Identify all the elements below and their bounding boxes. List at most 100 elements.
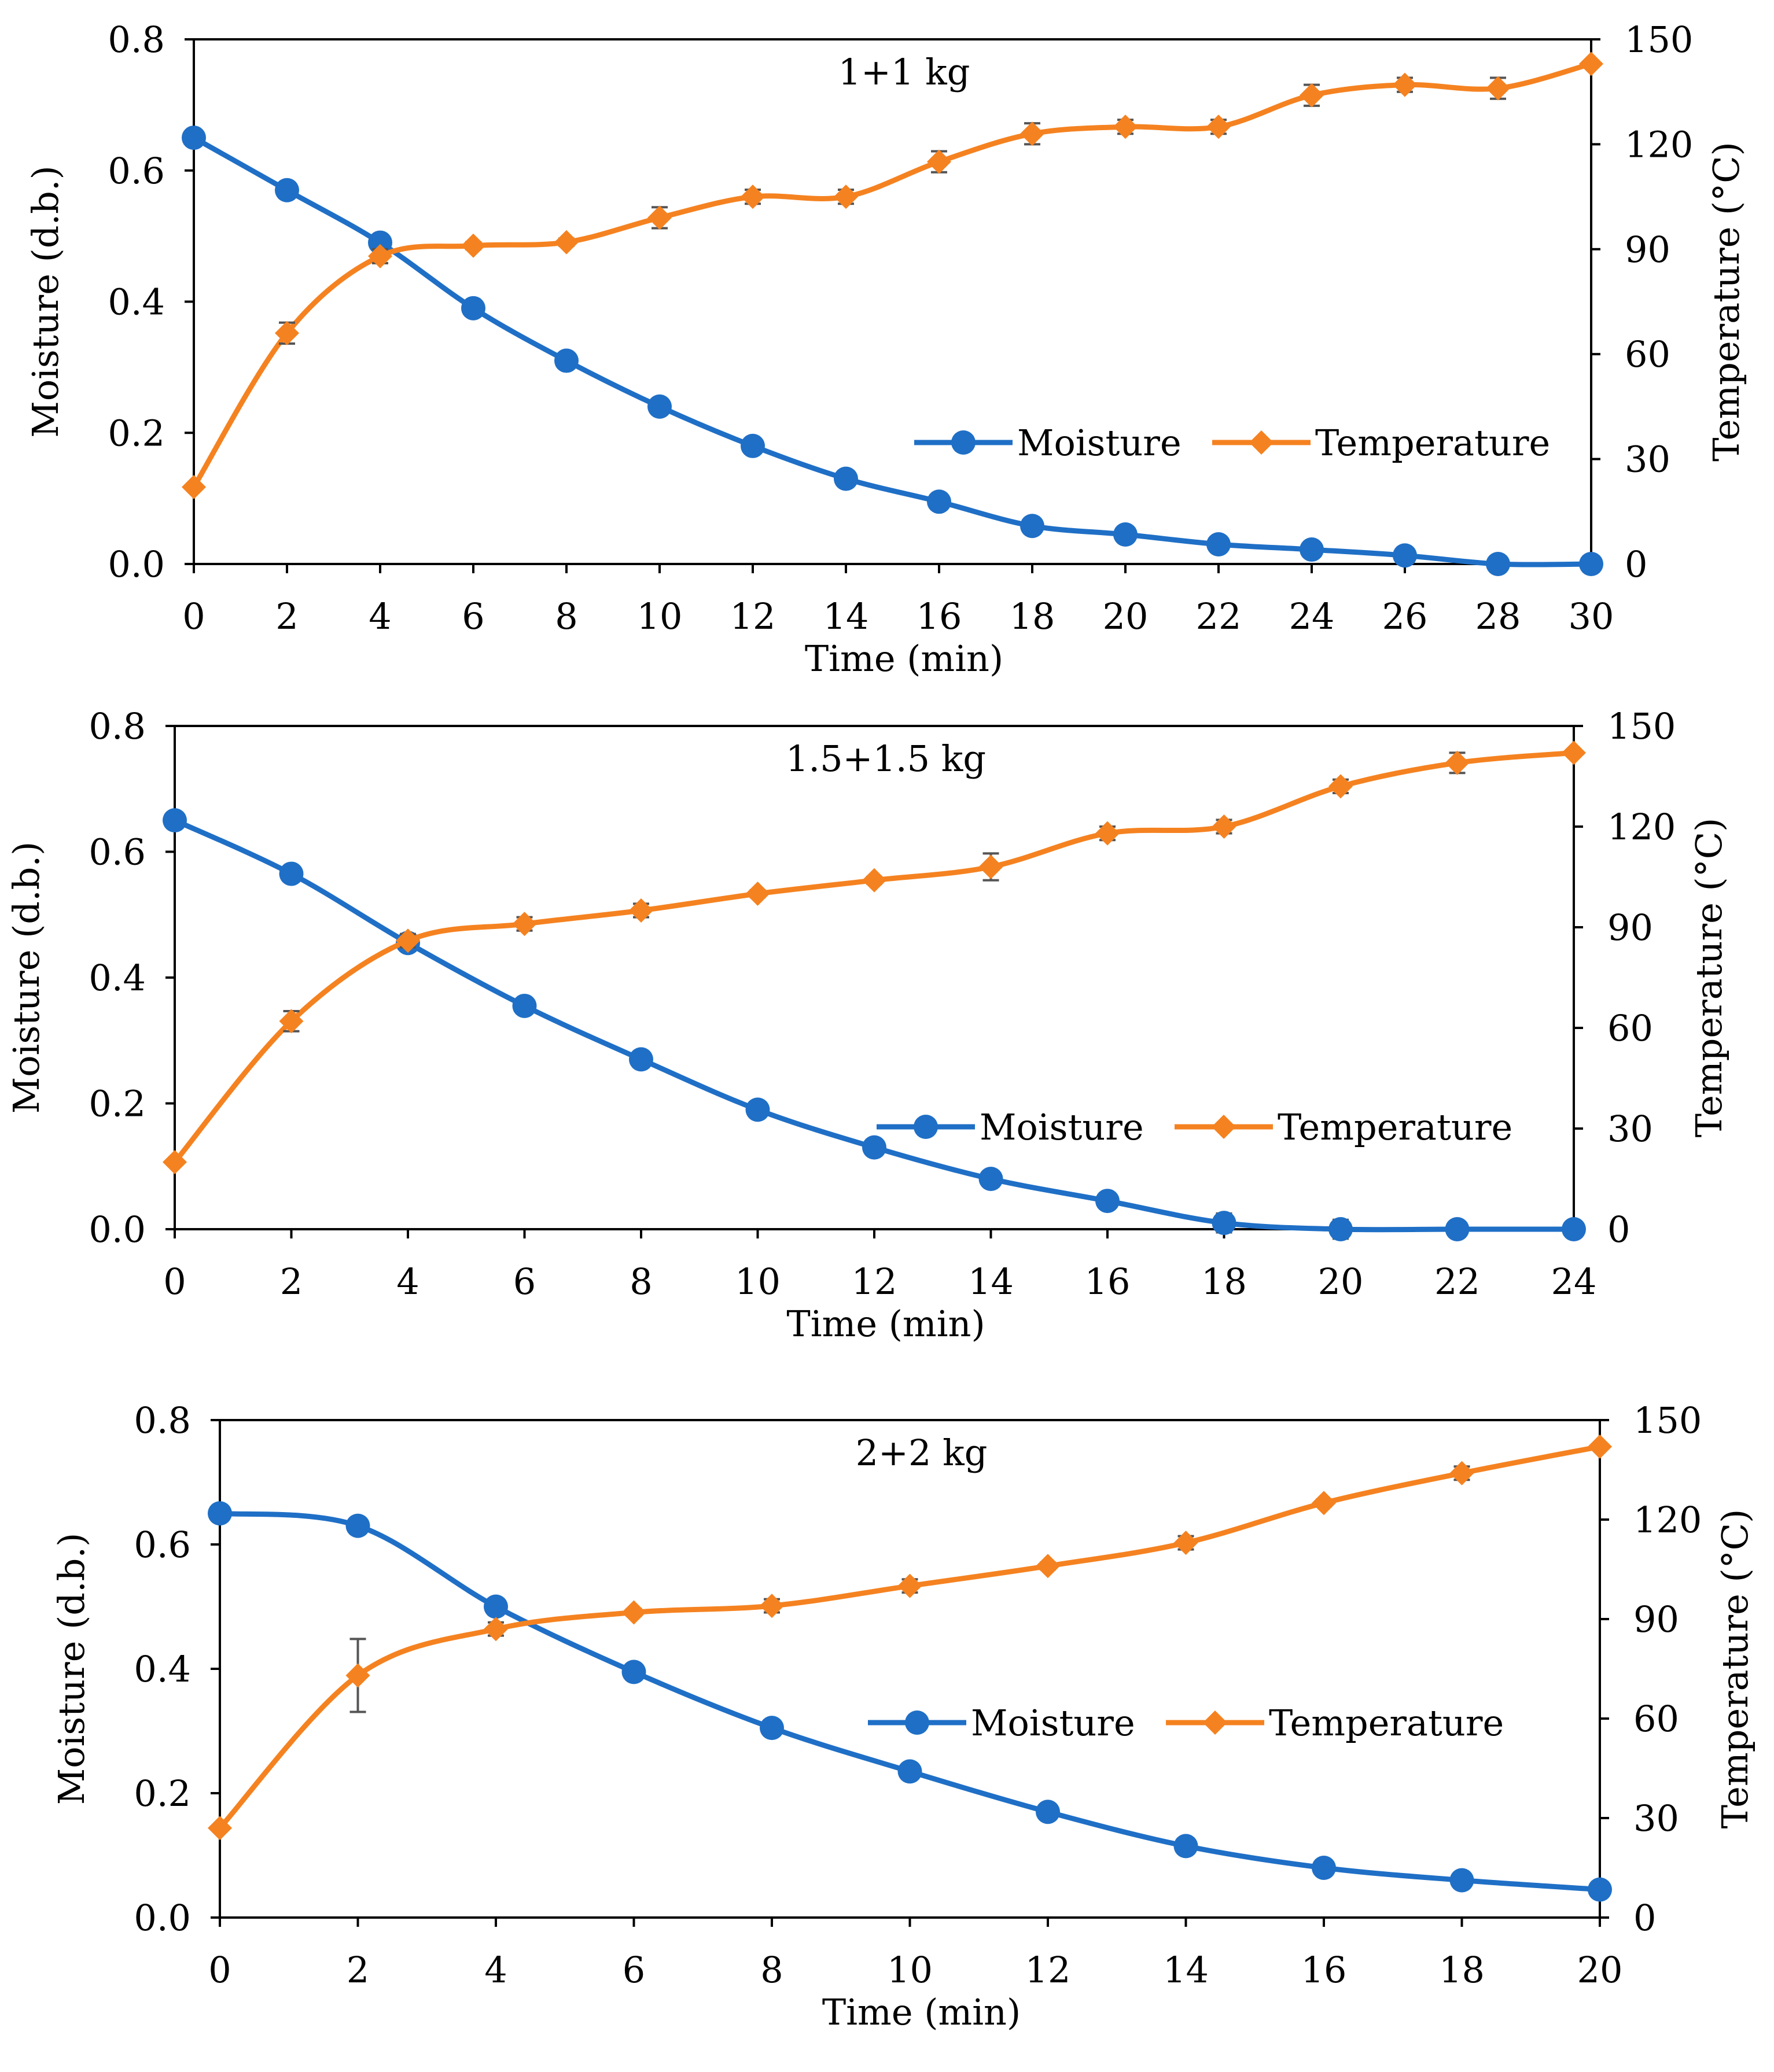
moisture-point	[927, 489, 951, 514]
chart-panel-3: 0 2 4 6 8 10 12 14 16 18 20 0.0 0.2 0.4 0.6 0.8 0 30 60 90 1…	[50, 1399, 1756, 2033]
y-tick-label: 0.6	[108, 150, 165, 192]
temperature-point	[1486, 76, 1510, 101]
temperature-point	[862, 868, 886, 893]
y-tick-label: 0.6	[89, 831, 146, 873]
x-tick-label: 4	[369, 595, 391, 637]
y2-tick-label: 120	[1633, 1499, 1702, 1541]
x-tick-label: 4	[484, 1949, 507, 1991]
moisture-point	[1579, 552, 1603, 576]
x-tick-label: 26	[1382, 595, 1428, 637]
moisture-point	[1020, 514, 1044, 539]
temperature-point	[512, 912, 537, 937]
x-tick-label: 18	[1010, 595, 1055, 637]
y2-tick-label: 0	[1633, 1897, 1656, 1939]
moisture-point	[834, 466, 858, 491]
chart-title: 2+2 kg	[856, 1432, 988, 1474]
moisture-point	[1449, 1868, 1474, 1893]
y2-tick-label: 90	[1607, 906, 1653, 949]
temperature-point	[279, 1009, 304, 1034]
x-tick-label: 10	[735, 1260, 781, 1303]
y-tick-label: 0.4	[108, 281, 165, 323]
temperature-point	[1588, 1434, 1612, 1459]
legend-item-moisture: Moisture	[914, 422, 1182, 464]
moisture-point	[1300, 537, 1324, 562]
y-tick-label: 0.6	[134, 1524, 191, 1566]
y-tick-label: 0.2	[108, 412, 165, 454]
y-tick-label: 0.0	[134, 1897, 191, 1939]
legend-marker	[1203, 1710, 1227, 1735]
temperature-point	[1300, 83, 1324, 108]
legend-marker	[905, 1710, 929, 1735]
y2-tick-label: 60	[1625, 333, 1670, 375]
temperature-point	[978, 854, 1003, 879]
temperature-point	[182, 474, 206, 499]
x-tick-label: 18	[1201, 1260, 1247, 1303]
temperature-point	[1393, 72, 1417, 97]
chart-panel-2: 0 2 4 6 8 10 12 14 16 18 20 22 240.00.20.40.60.80306…	[5, 705, 1730, 1345]
legend-label: Temperature	[1269, 1702, 1504, 1744]
legend: Moisture Temperature	[914, 422, 1550, 464]
legend-marker	[1212, 1115, 1236, 1139]
x-tick-label: 30	[1569, 595, 1614, 637]
legend-label: Temperature	[1278, 1106, 1512, 1148]
moisture-point	[1562, 1217, 1586, 1241]
legend-marker	[1249, 430, 1274, 455]
legend-item-temperature: Temperature	[1212, 422, 1550, 464]
y-tick-label: 0.0	[89, 1208, 146, 1251]
moisture-point	[1445, 1217, 1470, 1241]
y2-tick-label: 150	[1607, 705, 1676, 747]
temperature-point	[275, 320, 299, 345]
x-tick-label: 0	[163, 1260, 186, 1303]
moisture-point	[484, 1594, 508, 1619]
x-tick-label: 12	[730, 595, 776, 637]
moisture-point	[512, 993, 537, 1018]
chart-panel-1: 0 2 4 6 8 10 12 14 16 18 20 22 24 26 28 300.00.20.40.60…	[24, 19, 1747, 680]
moisture-point	[1206, 532, 1231, 556]
temperature-point	[1579, 51, 1603, 76]
y-tick-label: 0.4	[89, 957, 146, 999]
moisture-point	[182, 126, 206, 150]
y-tick-label: 0.2	[89, 1083, 146, 1125]
moisture-point	[345, 1513, 370, 1538]
moisture-point	[897, 1759, 922, 1784]
legend-label: Moisture	[1017, 422, 1182, 464]
y2-tick-label: 30	[1625, 438, 1670, 481]
temperature-point	[1212, 814, 1236, 839]
chart-title: 1+1 kg	[838, 51, 970, 93]
x-tick-label: 22	[1434, 1260, 1480, 1303]
moisture-line	[192, 135, 1592, 567]
temperature-point	[927, 149, 951, 174]
x-tick-label: 10	[637, 595, 683, 637]
temperature-point	[834, 185, 858, 209]
temperature-point	[741, 185, 765, 209]
moisture-point	[279, 861, 304, 886]
temperature-point	[163, 1150, 187, 1174]
legend-label: Moisture	[971, 1702, 1135, 1744]
x-tick-label: 4	[396, 1260, 419, 1303]
x-tick-label: 2	[347, 1949, 369, 1991]
temperature-point	[1449, 1461, 1474, 1485]
temperature-point	[1206, 115, 1231, 139]
x-tick-label: 8	[760, 1949, 783, 1991]
moisture-point	[1393, 543, 1417, 568]
y2-tick-label: 150	[1633, 1399, 1702, 1441]
plot-frame	[219, 1419, 1601, 1919]
temperature-point	[1020, 121, 1044, 146]
x-tick-label: 8	[555, 595, 577, 637]
moisture-point	[208, 1501, 232, 1526]
x-axis-title: Time (min)	[822, 1991, 1021, 2033]
legend-item-temperature: Temperature	[1166, 1702, 1504, 1744]
x-tick-label: 12	[852, 1260, 897, 1303]
x-tick-label: 14	[823, 595, 869, 637]
y-axis-title: Moisture (d.b.)	[50, 1533, 93, 1805]
x-tick-label: 20	[1577, 1949, 1623, 1991]
y2-tick-label: 60	[1633, 1698, 1679, 1740]
moisture-point	[1312, 1856, 1336, 1880]
x-axis-title: Time (min)	[786, 1303, 985, 1345]
x-tick-label: 16	[917, 595, 962, 637]
temperature-point	[1328, 774, 1353, 799]
y2-tick-label: 150	[1625, 19, 1693, 61]
y-axis-title: Moisture (d.b.)	[5, 842, 47, 1114]
temperature-point	[1562, 740, 1586, 765]
